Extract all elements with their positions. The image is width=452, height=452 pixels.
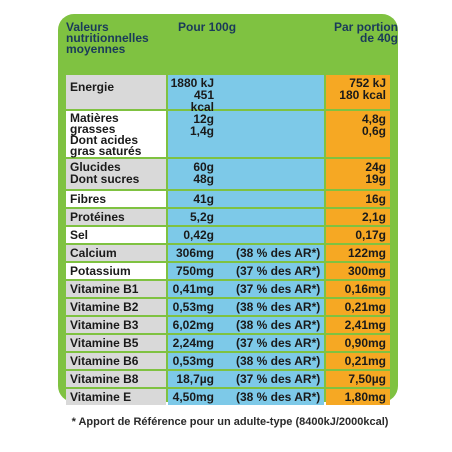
nutrient-name: Matières grasses Dont acides gras saturé… xyxy=(66,111,166,157)
value-per-portion: 300mg xyxy=(347,264,386,278)
header-nutrients: Valeurs nutritionnelles moyennes xyxy=(66,20,149,56)
table-row: Glucides Dont sucres 60g 48g 24g 19g xyxy=(66,159,390,189)
value-per-portion: 2,1g xyxy=(361,210,386,224)
nutrient-name: Potassium xyxy=(66,263,166,279)
table-row: Vitamine B6 0,53mg (38 % des AR*) 0,21mg xyxy=(66,353,390,369)
nutrient-name: Protéines xyxy=(66,209,166,225)
value-per-portion: 0,21mg xyxy=(344,300,386,314)
table-row: Vitamine B8 18,7µg (37 % des AR*) 7,50µg xyxy=(66,371,390,387)
nutrient-name: Vitamine B6 xyxy=(66,353,166,369)
footnote: * Apport de Référence pour un adulte-typ… xyxy=(71,416,389,428)
nutrient-name: Energie xyxy=(66,75,166,109)
reference-intake-percent: (38 % des AR*) xyxy=(236,318,321,332)
value-per-portion: 24g 19g xyxy=(365,160,386,186)
header-per-portion: Par portion de 40g xyxy=(333,20,398,45)
value-per-portion: 7,50µg xyxy=(348,372,386,386)
reference-intake-percent: (38 % des AR*) xyxy=(236,390,321,404)
header-per-100g: Pour 100g xyxy=(178,20,237,34)
table-row: Vitamine B1 0,41mg (37 % des AR*) 0,16mg xyxy=(66,281,390,297)
value-per-portion: 122mg xyxy=(347,246,386,260)
value-per-100g: 41g xyxy=(193,192,214,206)
value-per-portion: 1,80mg xyxy=(344,390,386,404)
value-per-100g: 0,53mg xyxy=(172,300,214,314)
nutrient-name: Calcium xyxy=(66,245,166,261)
nutrient-name: Sel xyxy=(66,227,166,243)
value-per-portion: 752 kJ 180 kcal xyxy=(339,76,386,102)
nutrient-name: Vitamine E xyxy=(66,389,166,405)
table-row: Potassium 750mg (37 % des AR*) 300mg xyxy=(66,263,390,279)
table-row: Protéines 5,2g 2,1g xyxy=(66,209,390,225)
value-per-portion: 16g xyxy=(365,192,386,206)
table-row: Calcium 306mg (38 % des AR*) 122mg xyxy=(66,245,390,261)
value-per-100g: 306mg xyxy=(175,246,214,260)
value-per-100g: 1880 kJ 451 kcal xyxy=(170,76,214,114)
nutrient-name: Vitamine B5 xyxy=(66,335,166,351)
nutrient-name: Vitamine B3 xyxy=(66,317,166,333)
nutrient-name: Vitamine B1 xyxy=(66,281,166,297)
nutrient-name: Fibres xyxy=(66,191,166,207)
table-row: Sel 0,42g 0,17g xyxy=(66,227,390,243)
value-per-portion: 0,16mg xyxy=(344,282,386,296)
value-per-portion: 2,41mg xyxy=(344,318,386,332)
table-row: Vitamine B2 0,53mg (38 % des AR*) 0,21mg xyxy=(66,299,390,315)
value-per-100g: 5,2g xyxy=(189,210,214,224)
nutrition-table: Valeurs nutritionnelles moyennes Pour 10… xyxy=(66,20,398,405)
table-row: Vitamine E 4,50mg (38 % des AR*) 1,80mg xyxy=(66,389,390,405)
value-per-100g: 0,42g xyxy=(183,228,214,242)
value-per-portion: 4,8g 0,6g xyxy=(361,112,386,138)
value-per-100g: 2,24mg xyxy=(172,336,214,350)
value-per-100g: 0,53mg xyxy=(172,354,214,368)
value-per-100g: 0,41mg xyxy=(172,282,214,296)
reference-intake-percent: (38 % des AR*) xyxy=(236,354,321,368)
nutrient-name: Vitamine B2 xyxy=(66,299,166,315)
value-per-100g: 4,50mg xyxy=(172,390,214,404)
reference-intake-percent: (37 % des AR*) xyxy=(236,336,321,350)
value-per-100g: 12g 1,4g xyxy=(189,112,214,138)
table-row: Vitamine B3 6,02mg (38 % des AR*) 2,41mg xyxy=(66,317,390,333)
value-per-100g: 18,7µg xyxy=(176,372,214,386)
reference-intake-percent: (37 % des AR*) xyxy=(236,264,321,278)
nutrient-name: Glucides Dont sucres xyxy=(66,159,166,189)
table-row: Vitamine B5 2,24mg (37 % des AR*) 0,90mg xyxy=(66,335,390,351)
table-row: Fibres 41g 16g xyxy=(66,191,390,207)
table-row: Energie 1880 kJ 451 kcal 752 kJ 180 kcal xyxy=(66,75,390,113)
reference-intake-percent: (38 % des AR*) xyxy=(236,246,321,260)
value-per-100g: 750mg xyxy=(175,264,214,278)
value-per-100g: 60g 48g xyxy=(193,160,214,186)
value-per-portion: 0,17g xyxy=(355,228,386,242)
reference-intake-percent: (38 % des AR*) xyxy=(236,300,321,314)
value-per-portion: 0,90mg xyxy=(344,336,386,350)
table-row: Matières grasses Dont acides gras saturé… xyxy=(66,111,390,157)
reference-intake-percent: (37 % des AR*) xyxy=(236,282,321,296)
value-per-portion: 0,21mg xyxy=(344,354,386,368)
nutrition-table-frame: Valeurs nutritionnelles moyennes Pour 10… xyxy=(58,14,398,405)
reference-intake-percent: (37 % des AR*) xyxy=(236,372,321,386)
nutrient-name: Vitamine B8 xyxy=(66,371,166,387)
value-per-100g: 6,02mg xyxy=(172,318,214,332)
